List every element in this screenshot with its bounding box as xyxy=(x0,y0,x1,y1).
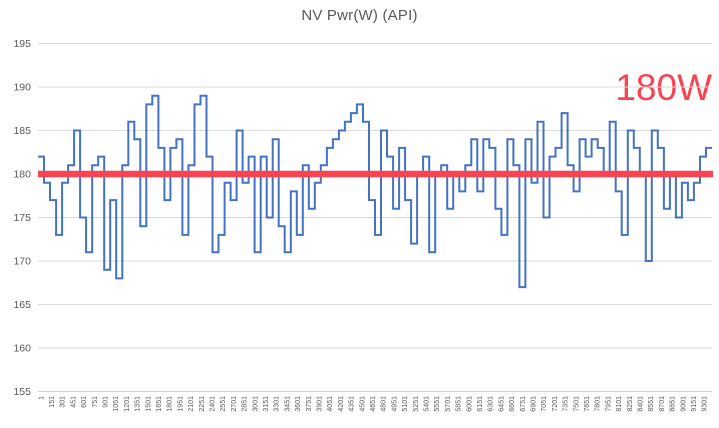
x-tick-label: 8851 xyxy=(670,396,677,412)
x-tick-label: 7801 xyxy=(595,396,602,412)
x-tick-label: 8401 xyxy=(638,396,645,412)
x-tick-label: 7951 xyxy=(605,396,612,412)
x-tick-label: 3151 xyxy=(263,396,270,412)
x-tick-label: 2551 xyxy=(220,396,227,412)
x-tick-label: 8551 xyxy=(648,396,655,412)
x-tick-label: 2401 xyxy=(210,396,217,412)
x-tick-label: 5851 xyxy=(456,396,463,412)
x-tick-label: 1501 xyxy=(145,396,152,412)
x-tick-label: 451 xyxy=(70,396,77,408)
x-tick-label: 4051 xyxy=(327,396,334,412)
x-tick-label: 4501 xyxy=(359,396,366,412)
x-tick-label: 1951 xyxy=(177,396,184,412)
x-tick-label: 2251 xyxy=(199,396,206,412)
series-line xyxy=(38,94,712,289)
x-tick-label: 3001 xyxy=(252,396,259,412)
x-tick-label: 1051 xyxy=(113,396,120,412)
x-tick-label: 4801 xyxy=(381,396,388,412)
x-tick-label: 6001 xyxy=(466,396,473,412)
x-tick-label: 4651 xyxy=(370,396,377,412)
x-tick-label: 9001 xyxy=(680,396,687,412)
x-tick-label: 8701 xyxy=(659,396,666,412)
y-tick-label: 155 xyxy=(13,386,31,398)
x-tick-label: 2851 xyxy=(242,396,249,412)
y-tick-label: 170 xyxy=(13,256,31,268)
x-tick-label: 1201 xyxy=(124,396,131,412)
x-tick-label: 1351 xyxy=(135,396,142,412)
x-tick-label: 7351 xyxy=(563,396,570,412)
x-tick-label: 3751 xyxy=(306,396,313,412)
x-tick-label: 1651 xyxy=(156,396,163,412)
y-tick-label: 160 xyxy=(13,343,31,355)
x-tick-label: 4351 xyxy=(349,396,356,412)
x-tick-label: 6151 xyxy=(477,396,484,412)
x-tick-label: 9151 xyxy=(691,396,698,412)
x-tick-label: 5401 xyxy=(424,396,431,412)
x-tick-label: 5701 xyxy=(445,396,452,412)
chart-title: NV Pwr(W) (API) xyxy=(301,7,418,24)
x-tick-label: 7651 xyxy=(584,396,591,412)
x-tick-label: 7051 xyxy=(541,396,548,412)
x-tick-label: 1801 xyxy=(167,396,174,412)
x-tick-label: 4951 xyxy=(391,396,398,412)
x-tick-label: 7501 xyxy=(573,396,580,412)
x-tick-label: 3451 xyxy=(284,396,291,412)
x-tick-label: 8251 xyxy=(627,396,634,412)
x-tick-label: 6901 xyxy=(531,396,538,412)
x-tick-label: 6601 xyxy=(509,396,516,412)
x-tick-label: 6301 xyxy=(488,396,495,412)
x-tick-label: 3601 xyxy=(295,396,302,412)
x-tick-label: 5551 xyxy=(434,396,441,412)
y-tick-label: 180 xyxy=(13,169,31,181)
y-tick-label: 165 xyxy=(13,299,31,311)
x-tick-label: 901 xyxy=(103,396,110,408)
x-tick-label: 3301 xyxy=(274,396,281,412)
x-tick-label: 3901 xyxy=(317,396,324,412)
x-tick-label: 2701 xyxy=(231,396,238,412)
y-tick-label: 175 xyxy=(13,212,31,224)
x-tick-label: 9301 xyxy=(702,396,709,412)
x-tick-label: 5101 xyxy=(402,396,409,412)
x-tick-label: 6751 xyxy=(520,396,527,412)
y-tick-label: 195 xyxy=(13,38,31,50)
y-tick-label: 185 xyxy=(13,125,31,137)
x-tick-label: 1 xyxy=(38,396,45,400)
x-tick-label: 2101 xyxy=(188,396,195,412)
x-tick-label: 5251 xyxy=(413,396,420,412)
x-tick-label: 4201 xyxy=(338,396,345,412)
x-tick-label: 301 xyxy=(60,396,67,408)
x-tick-label: 151 xyxy=(49,396,56,408)
x-tick-label: 8101 xyxy=(616,396,623,412)
x-tick-label: 7201 xyxy=(552,396,559,412)
y-tick-label: 190 xyxy=(13,82,31,94)
x-tick-label: 751 xyxy=(92,396,99,408)
x-tick-label: 6451 xyxy=(498,396,505,412)
x-tick-label: 601 xyxy=(81,396,88,408)
